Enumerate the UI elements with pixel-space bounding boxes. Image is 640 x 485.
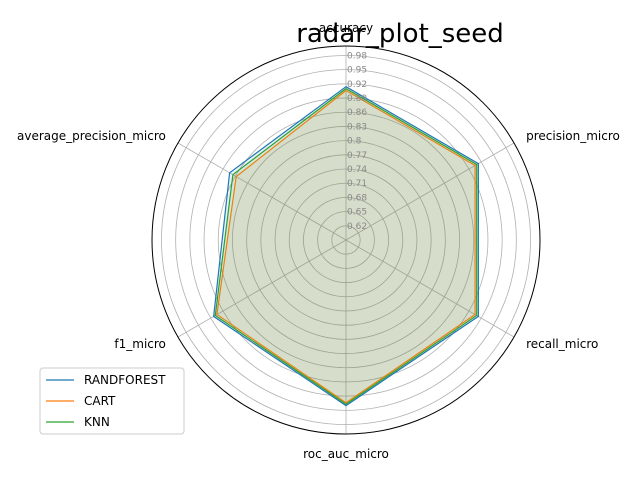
axis-label-roc-auc-micro: roc_auc_micro — [303, 447, 389, 461]
rtick-label: 0.83 — [347, 122, 367, 132]
rtick-label: 0.71 — [347, 179, 367, 189]
grid-spoke — [177, 142, 347, 241]
series-line-randforest — [213, 85, 479, 407]
series-line-knn — [214, 87, 478, 405]
grid-layer — [151, 45, 541, 435]
rtick-label: 0.65 — [347, 208, 367, 218]
rtick-label: 0.92 — [347, 80, 367, 90]
chart-title: radar_plot_seed — [296, 19, 504, 49]
axis-label-accuracy: accuracy — [319, 21, 373, 35]
axis-label-average-precision-micro: average_precision_micro — [17, 129, 166, 143]
rtick-label: 0.98 — [347, 51, 367, 61]
axis-label-f1-micro: f1_micro — [114, 337, 166, 351]
series-line-cart — [216, 89, 476, 404]
axis-label-recall-micro: recall_micro — [526, 337, 598, 351]
legend-label-cart: CART — [84, 394, 116, 408]
rtick-label: 0.95 — [347, 66, 367, 76]
series-fill-knn — [215, 88, 477, 405]
series-layer — [213, 85, 479, 407]
legend-label-randforest: RANDFOREST — [84, 373, 166, 387]
grid-spoke — [345, 239, 515, 338]
label-layer: 0.62 0.65 0.68 0.71 0.74 0.77 0.8 0.83 0.86 0.89 0… — [17, 21, 620, 461]
rtick-label: 0.62 — [347, 222, 367, 232]
grid-spoke — [345, 142, 515, 241]
series-fill-cart — [216, 90, 476, 403]
axis-label-precision-micro: precision_micro — [526, 129, 620, 143]
rtick-label: 0.86 — [347, 108, 367, 118]
legend-box — [39, 367, 185, 435]
rtick-label: 0.68 — [347, 193, 367, 203]
rtick-label: 0.8 — [347, 137, 362, 147]
rtick-label: 0.74 — [347, 165, 367, 175]
outer-frame — [151, 45, 541, 435]
rtick-label: 0.77 — [347, 151, 367, 161]
legend: RANDFOREST CART KNN — [39, 367, 185, 435]
legend-label-knn: KNN — [84, 415, 110, 429]
grid-spoke — [177, 239, 347, 338]
rtick-label: 0.89 — [347, 94, 367, 104]
series-fill-randforest — [213, 86, 479, 406]
